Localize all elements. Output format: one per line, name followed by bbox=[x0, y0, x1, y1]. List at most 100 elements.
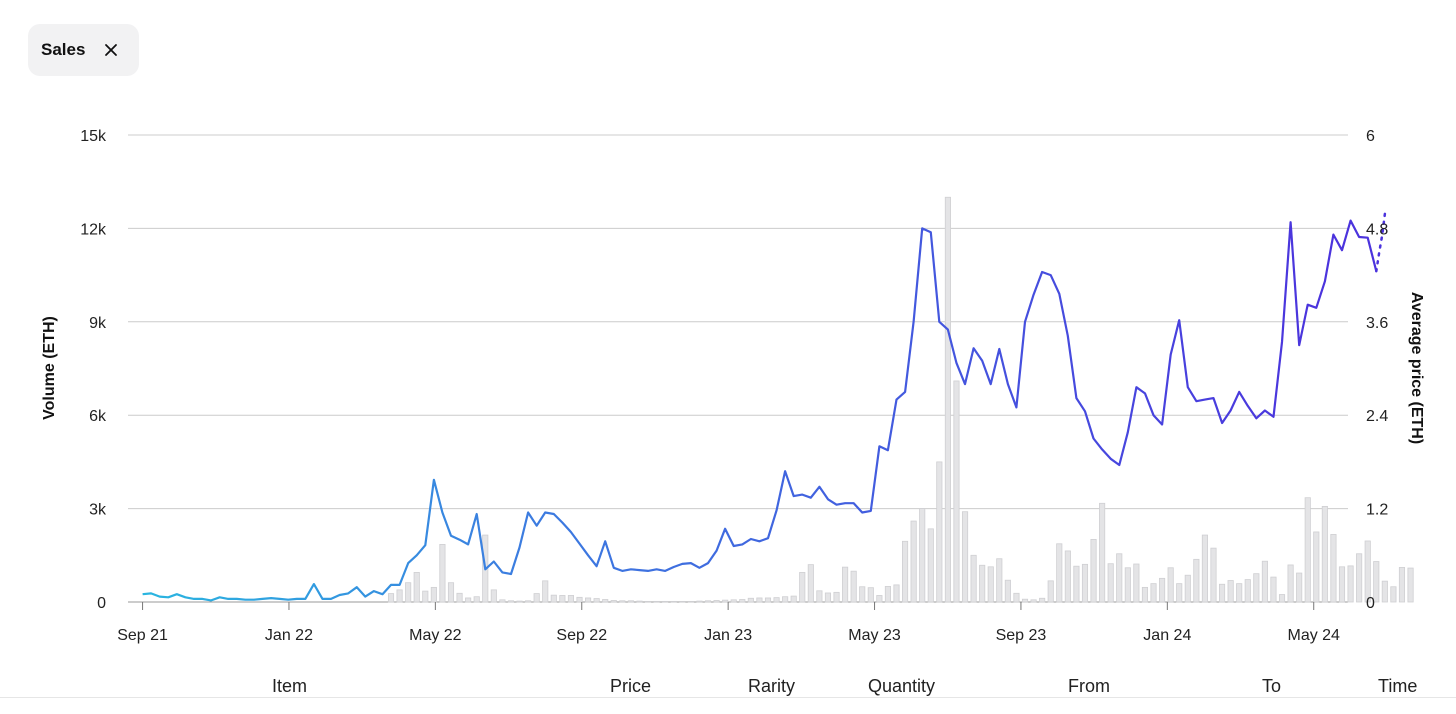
volume-bar bbox=[430, 586, 437, 603]
volume-bar bbox=[1278, 594, 1286, 603]
volume-bar bbox=[405, 582, 412, 603]
volume-bar bbox=[525, 600, 532, 603]
volume-bar bbox=[662, 600, 669, 603]
x-tick-label: Jan 22 bbox=[265, 627, 313, 644]
volume-bar bbox=[490, 589, 497, 603]
volume-bar bbox=[1150, 583, 1157, 603]
volume-bar bbox=[1356, 553, 1363, 603]
volume-bar bbox=[576, 596, 583, 603]
volume-bar bbox=[979, 564, 986, 603]
table-header-to[interactable]: To bbox=[1262, 676, 1282, 696]
x-tick-label: May 23 bbox=[848, 627, 901, 644]
volume-bar bbox=[1159, 577, 1166, 603]
y-left-tick-label: 3k bbox=[89, 502, 107, 519]
volume-bar bbox=[859, 586, 866, 603]
volume-bar bbox=[1056, 543, 1063, 603]
y-left-tick-label: 9k bbox=[89, 315, 107, 332]
volume-bar bbox=[1321, 506, 1328, 603]
projected-price-line bbox=[1375, 209, 1387, 273]
grid-lines bbox=[128, 134, 1348, 603]
y-left-tick-label: 0 bbox=[97, 595, 106, 612]
volume-bar bbox=[550, 594, 557, 603]
volume-bar bbox=[602, 599, 609, 603]
average-price-line bbox=[142, 219, 1378, 602]
volume-bar bbox=[610, 600, 617, 603]
table-header-time[interactable]: Time bbox=[1378, 676, 1418, 696]
volume-bar bbox=[782, 596, 789, 603]
volume-bar bbox=[953, 380, 960, 603]
volume-bar bbox=[593, 598, 600, 603]
y-left-axis-title: Volume (ETH) bbox=[41, 316, 58, 420]
volume-bar bbox=[807, 564, 814, 603]
volume-bar bbox=[1338, 566, 1346, 603]
volume-bar bbox=[1039, 597, 1046, 603]
volume-bar bbox=[1398, 567, 1406, 603]
volume-bar bbox=[1304, 497, 1311, 603]
volume-bar bbox=[739, 599, 746, 603]
volume-bar bbox=[687, 600, 694, 603]
table-header-quantity[interactable]: Quantity bbox=[868, 676, 936, 696]
volume-bar bbox=[1236, 583, 1243, 603]
y-right-tick-label: 6 bbox=[1366, 128, 1375, 145]
volume-bar bbox=[704, 600, 712, 603]
y-left-tick-label: 12k bbox=[80, 221, 107, 238]
volume-bar bbox=[1227, 580, 1234, 603]
close-icon[interactable] bbox=[103, 42, 119, 58]
table-header-price[interactable]: Price bbox=[610, 676, 652, 696]
volume-bar bbox=[902, 540, 909, 603]
sales-chart: 0 3k 6k 9k 12k 15k 0 1.2 2.4 3.6 4.8 6 Sep 21 Jan 22 M… bbox=[41, 128, 1425, 644]
table-header-rarity[interactable]: Rarity bbox=[748, 676, 796, 696]
volume-bar bbox=[533, 593, 540, 603]
y-left-tick-label: 15k bbox=[80, 128, 107, 145]
volume-bar bbox=[842, 566, 849, 603]
volume-bar bbox=[644, 600, 652, 603]
volume-bar bbox=[773, 597, 780, 603]
volume-bar bbox=[1141, 586, 1149, 603]
y-right-tick-label: 0 bbox=[1366, 595, 1375, 612]
x-tick-label: Sep 22 bbox=[556, 627, 607, 644]
volume-bar bbox=[1313, 531, 1320, 603]
volume-bar bbox=[1287, 564, 1294, 603]
volume-bar bbox=[799, 572, 806, 603]
volume-bar bbox=[1030, 599, 1037, 603]
table-header-from[interactable]: From bbox=[1068, 676, 1110, 696]
table-header-item[interactable]: Item bbox=[272, 676, 308, 696]
volume-bar bbox=[567, 595, 574, 603]
sales-filter-chip[interactable]: Sales bbox=[28, 24, 139, 76]
volume-bar bbox=[884, 586, 891, 603]
volume-bar bbox=[1073, 565, 1080, 603]
volume-bar bbox=[516, 600, 523, 603]
volume-bar bbox=[387, 593, 395, 603]
volume-bar bbox=[722, 599, 729, 603]
volume-bar bbox=[696, 600, 703, 603]
volume-bar bbox=[1124, 567, 1131, 603]
volume-bar bbox=[1047, 580, 1054, 603]
y-right-tick-label: 4.8 bbox=[1366, 221, 1388, 238]
volume-bar bbox=[1253, 573, 1260, 603]
volume-bar bbox=[679, 600, 686, 603]
volume-bar bbox=[790, 595, 797, 603]
volume-bar bbox=[636, 600, 643, 603]
average-price-line-group bbox=[142, 209, 1387, 602]
volume-bar bbox=[1193, 558, 1200, 603]
volume-bar bbox=[764, 597, 772, 603]
x-tick-label: May 24 bbox=[1287, 627, 1340, 644]
volume-bar bbox=[559, 595, 566, 603]
volume-bar bbox=[456, 592, 463, 603]
volume-bar bbox=[936, 461, 943, 603]
volume-bar bbox=[867, 587, 874, 603]
volume-bar bbox=[1219, 583, 1226, 603]
volume-bar bbox=[1013, 592, 1020, 603]
volume-bar bbox=[833, 591, 840, 603]
volume-bar bbox=[1107, 563, 1114, 603]
volume-bar bbox=[1090, 539, 1097, 603]
volume-bar bbox=[996, 558, 1003, 603]
volume-bar bbox=[850, 570, 857, 603]
volume-bar bbox=[816, 590, 823, 603]
volume-bar bbox=[1261, 560, 1268, 603]
volume-bar bbox=[1116, 553, 1123, 603]
volume-bar bbox=[619, 600, 626, 603]
volume-bar bbox=[1244, 579, 1251, 603]
volume-bar bbox=[653, 600, 660, 603]
volume-bar bbox=[747, 597, 754, 603]
